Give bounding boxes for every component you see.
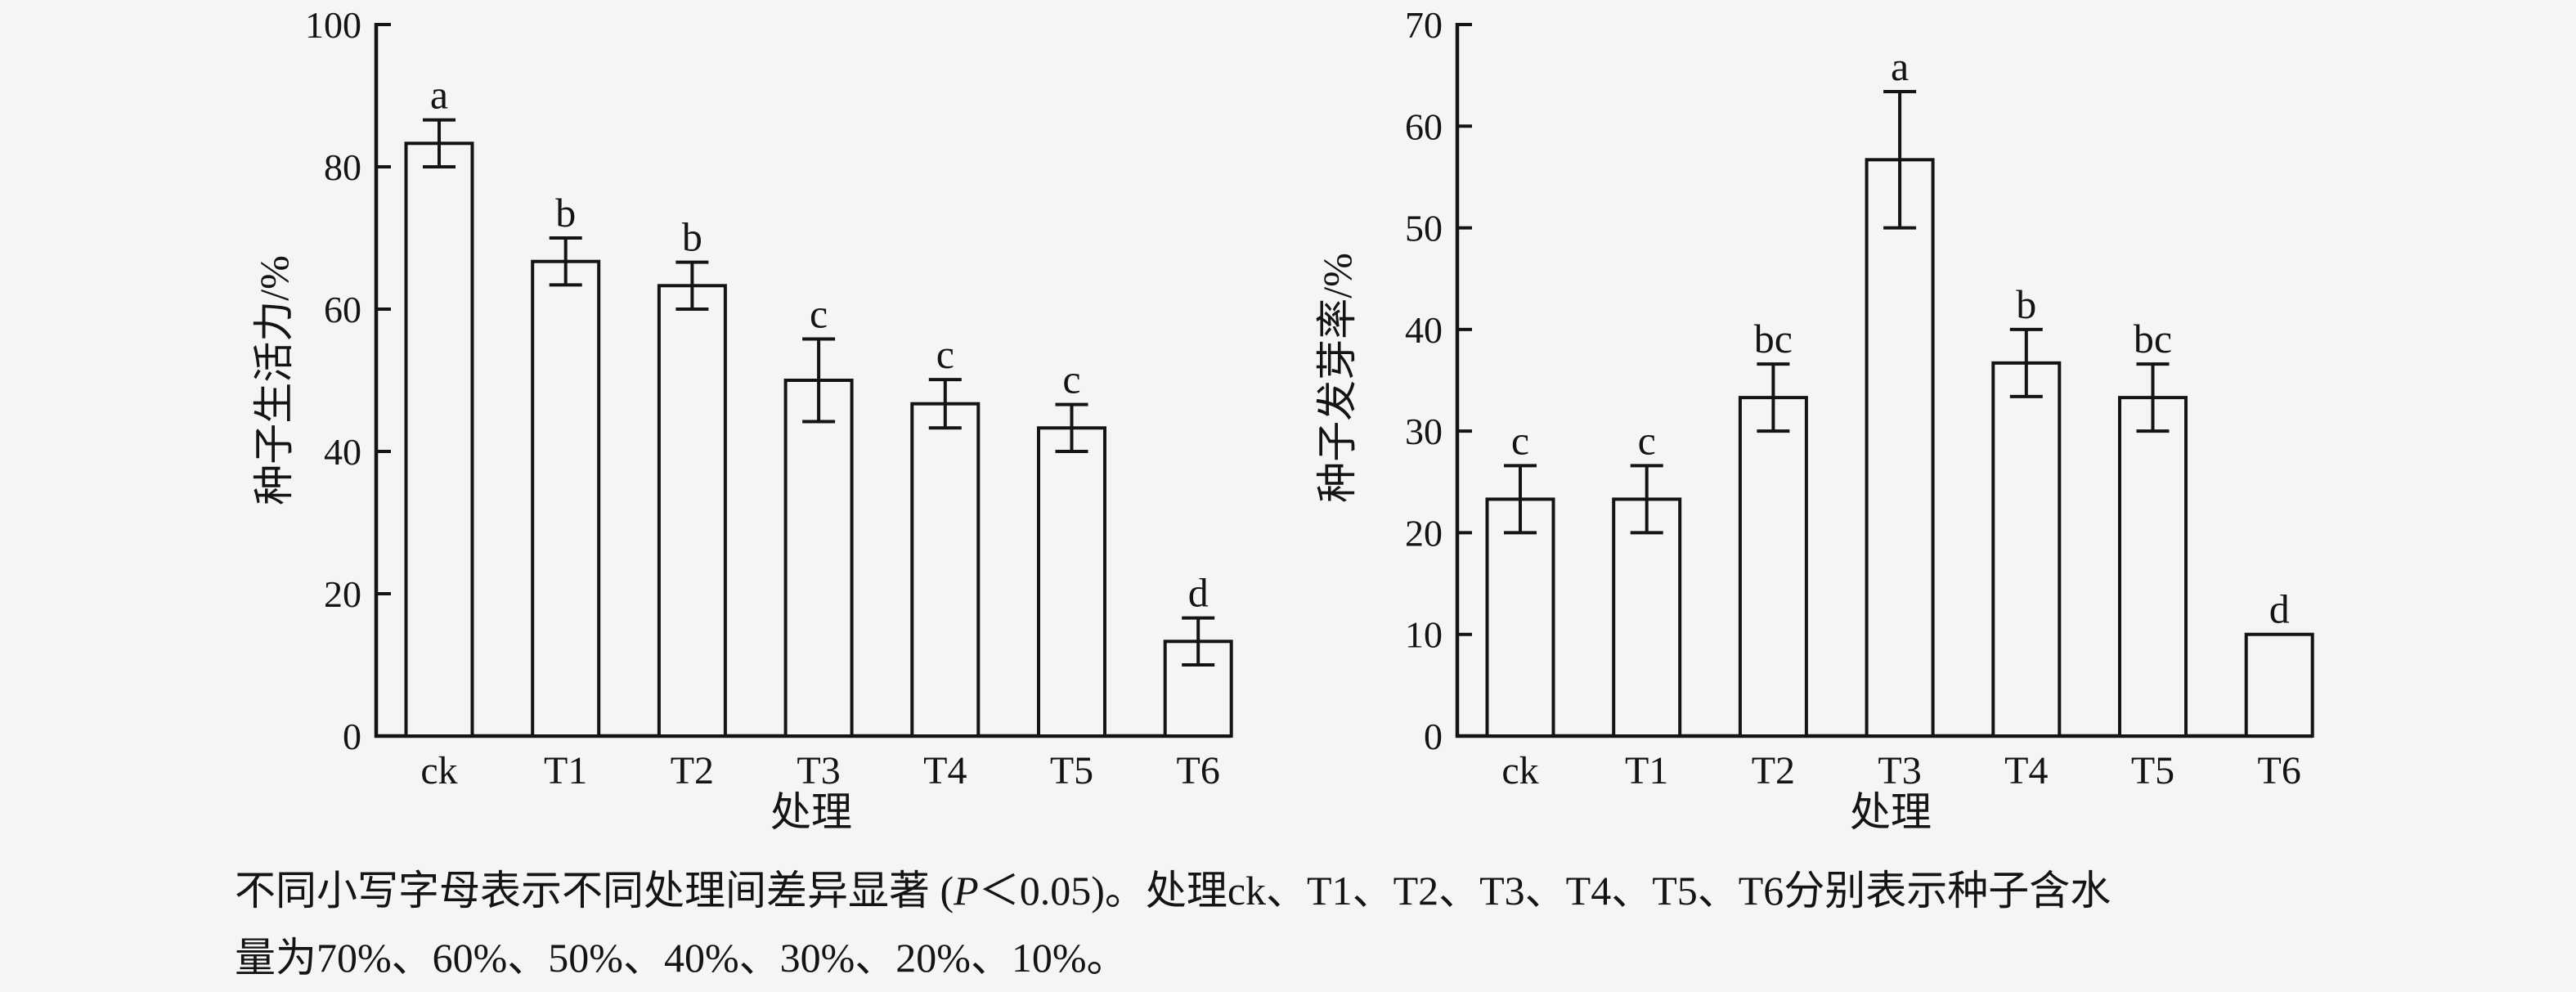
sig-letter-T5: c xyxy=(1062,357,1080,402)
y-tick-label-0: 0 xyxy=(343,716,361,757)
error-bar-T1 xyxy=(549,236,582,287)
sig-letter-T4: c xyxy=(936,331,954,377)
x-tick-label-T4: T4 xyxy=(923,749,967,792)
sig-letter-T2: b xyxy=(682,214,702,260)
bar-ck xyxy=(404,141,474,738)
bar-T5 xyxy=(1037,426,1106,738)
x-tick-label-T6: T6 xyxy=(1177,749,1220,792)
sig-letter-T5: bc xyxy=(2134,316,2172,361)
bar-T4 xyxy=(1991,361,2062,738)
error-bar-T2 xyxy=(675,260,709,311)
bar-T1 xyxy=(531,259,601,738)
bar-ck xyxy=(1485,497,1555,738)
x-tick-label-T1: T1 xyxy=(544,749,587,792)
sig-letter-T6: d xyxy=(2269,586,2290,632)
y-tick-label-0: 0 xyxy=(1424,716,1443,757)
bar-T5 xyxy=(2118,396,2188,738)
y-tick-label-20: 20 xyxy=(1405,512,1443,554)
y-tick-label-70: 70 xyxy=(1405,4,1443,46)
y-tick-label-60: 60 xyxy=(324,289,361,330)
caption-line-2: 量为70%、60%、50%、40%、30%、20%、10%。 xyxy=(235,935,1128,981)
y-tick-label-100: 100 xyxy=(305,4,361,46)
x-tick-label-ck: ck xyxy=(420,749,457,792)
sig-letter-T4: b xyxy=(2016,281,2036,327)
error-bar-T1 xyxy=(1630,464,1663,535)
bar-T6 xyxy=(2244,632,2314,738)
bar-T4 xyxy=(910,402,981,738)
y-axis-title: 种子发芽率/% xyxy=(1314,253,1360,503)
x-tick-label-T1: T1 xyxy=(1625,749,1668,792)
sig-letter-T3: a xyxy=(1891,43,1909,89)
y-axis-title: 种子生活力/% xyxy=(251,255,297,505)
error-bar-ck xyxy=(1504,464,1537,535)
x-tick-label-T4: T4 xyxy=(2004,749,2048,792)
sig-letter-T6: d xyxy=(1188,570,1209,616)
sig-letter-T1: c xyxy=(1638,417,1656,463)
x-axis-title: 处理 xyxy=(770,789,852,835)
error-bar-T4 xyxy=(928,378,962,430)
x-tick-label-T3: T3 xyxy=(1878,749,1921,792)
bar-T2 xyxy=(657,284,727,738)
x-tick-label-T6: T6 xyxy=(2258,749,2301,792)
germination-rate-chart: 0 10 20 30 40 50 60 70 c ck c T1 bc T2 a T3 b T4 bc T5 d T6 处理… xyxy=(1314,4,2314,835)
error-bar-T3 xyxy=(1883,90,1917,230)
bar-T3 xyxy=(783,379,854,738)
sig-letter-T2: bc xyxy=(1754,316,1793,361)
y-tick-label-20: 20 xyxy=(324,573,361,615)
bar-T1 xyxy=(1612,497,1682,738)
x-tick-label-T5: T5 xyxy=(2131,749,2174,792)
y-tick-label-80: 80 xyxy=(324,146,361,188)
caption-p-symbol: P xyxy=(954,868,979,913)
y-tick-label-50: 50 xyxy=(1405,208,1443,249)
sig-letter-T3: c xyxy=(810,291,828,337)
x-tick-label-T3: T3 xyxy=(797,749,840,792)
y-tick-label-60: 60 xyxy=(1405,105,1443,147)
error-bar-T6 xyxy=(1182,616,1215,667)
caption-text-before-p: 不同小写字母表示不同处理间差异显著 ( xyxy=(235,868,954,913)
seed-viability-chart: 0 20 40 60 80 100 a ck b T1 b T2 c T3 c T4 c T5 d T6 处理 种子生活力… xyxy=(251,4,1233,835)
sig-letter-ck: a xyxy=(430,72,448,118)
y-tick-label-10: 10 xyxy=(1405,614,1443,656)
error-bar-T3 xyxy=(802,337,836,424)
y-tick-label-30: 30 xyxy=(1405,411,1443,452)
y-tick-label-40: 40 xyxy=(324,431,361,473)
error-bar-T5 xyxy=(1055,402,1088,453)
error-bar-T2 xyxy=(1757,362,1790,433)
error-bar-T5 xyxy=(2136,362,2170,433)
bar-T2 xyxy=(1738,396,1808,738)
x-tick-label-T5: T5 xyxy=(1050,749,1093,792)
caption-text-after-p: ＜0.05)。处理ck、T1、T2、T3、T4、T5、T6分别表示种子含水 xyxy=(978,868,2112,913)
bar-T3 xyxy=(1865,158,1935,738)
x-tick-label-T2: T2 xyxy=(1752,749,1795,792)
x-axis-title: 处理 xyxy=(1850,789,1932,835)
caption-line-1: 不同小写字母表示不同处理间差异显著 (P＜0.05)。处理ck、T1、T2、T3… xyxy=(235,857,2443,924)
error-bar-T4 xyxy=(2009,327,2043,398)
y-tick-label-40: 40 xyxy=(1405,309,1443,351)
sig-letter-ck: c xyxy=(1511,417,1529,463)
figure-caption: 不同小写字母表示不同处理间差异显著 (P＜0.05)。处理ck、T1、T2、T3… xyxy=(235,857,2443,991)
x-tick-label-T2: T2 xyxy=(671,749,714,792)
x-tick-label-ck: ck xyxy=(1501,749,1538,792)
sig-letter-T1: b xyxy=(555,190,576,236)
error-bar-ck xyxy=(423,118,456,168)
